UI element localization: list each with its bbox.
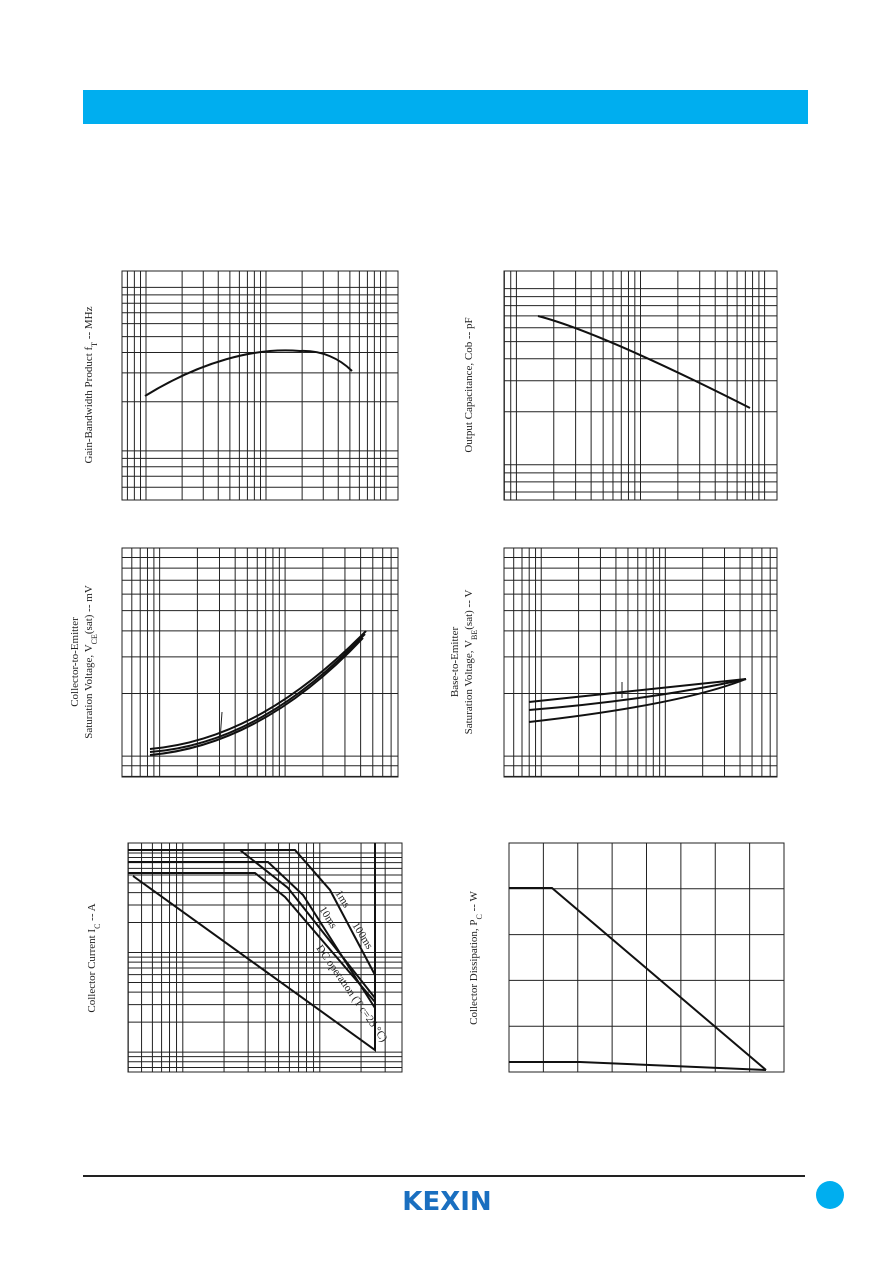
axis-label: Base-to-Emitter [449,627,461,698]
curve [509,887,767,1071]
label-part: BE [470,630,479,640]
header-bar [83,90,808,124]
axis-label: Saturation Voltage, VCE(sat) -- mV [83,585,99,739]
axis-label: Collector Current IC -- A [86,903,102,1012]
axis-label: Collector-to-Emitter [69,617,81,707]
curve [149,633,366,753]
label-part: Saturation Voltage, V [83,644,95,738]
label-part: CE [90,634,99,644]
axis-label: Collector Dissipation, PC -- W [468,890,484,1024]
label-part: Gain-Bandwidth Product f [83,346,95,463]
plot-frame [121,547,399,778]
curve [128,849,376,976]
axis-label: Output Capacitance, Cob -- pF [463,317,475,452]
curve [528,678,747,703]
footer-logo: KEXIN [402,1187,491,1217]
curve [144,349,353,397]
curve [149,637,364,756]
label-part: Collector Current I [86,929,98,1013]
curve [128,872,376,1003]
label-part: -- W [468,890,480,914]
curve [509,1061,767,1071]
label-part: Collector Dissipation, P [468,919,480,1024]
axis-label: Saturation Voltage, VBE(sat) -- V [463,590,479,735]
axis-label: Gain-Bandwidth Product fT -- MHz [83,306,99,463]
label-part: T [90,342,99,347]
curves [128,315,767,1071]
arrow [219,711,223,741]
page-dot [816,1181,844,1209]
annotation: DC operation (T c=25 °C) [314,943,390,1045]
label-part: Output Capacitance, Cob -- pF [463,317,475,452]
plot-frame [503,547,778,778]
plot-frame [121,270,399,501]
label-part: C [475,914,484,919]
curve [528,678,747,723]
labels: Gain-Bandwidth Product fT -- MHz Output C… [69,306,484,1044]
curve [528,678,747,711]
label-part: C [93,924,102,929]
curve [132,843,376,1052]
label-part: (sat) -- mV [83,585,95,634]
curve [128,861,376,1009]
label-part: (sat) -- V [463,590,475,630]
annotation: 1ms [332,888,352,910]
label-part: -- MHz [83,306,95,342]
label-part: Saturation Voltage, V [463,640,475,734]
curve [149,630,367,750]
label-part: -- A [86,903,98,923]
curve [537,315,751,409]
grids [121,270,785,1073]
